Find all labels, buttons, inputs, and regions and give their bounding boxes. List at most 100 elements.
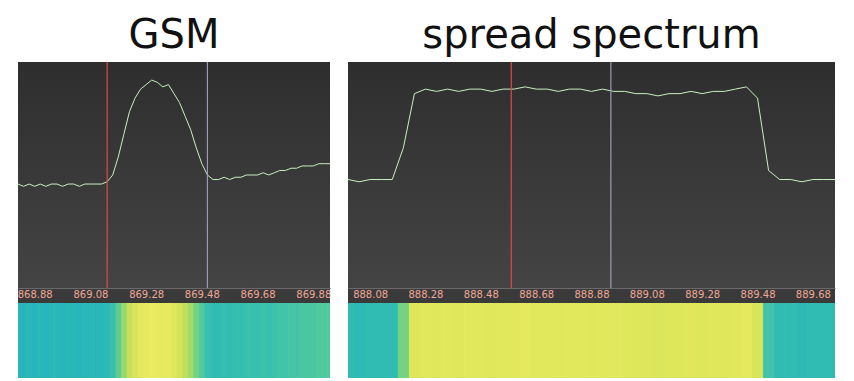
tick: 869.28 xyxy=(129,288,164,300)
waterfall-column xyxy=(796,303,808,378)
waterfall-column xyxy=(238,303,244,378)
waterfall-column xyxy=(752,303,764,378)
tick: 869.88 xyxy=(296,288,331,300)
waterfall-column xyxy=(132,303,138,378)
panel: 868.88869.08869.28869.48869.68869.88GSM xyxy=(18,11,332,378)
tick-label: 889.08 xyxy=(630,289,665,300)
tick: 869.68 xyxy=(241,288,276,300)
waterfall-column xyxy=(149,303,155,378)
figure: 868.88869.08869.28869.48869.68869.88GSM8… xyxy=(0,0,854,381)
waterfall-column xyxy=(244,303,250,378)
waterfall-column xyxy=(741,303,753,378)
cursor-line xyxy=(207,62,208,288)
waterfall-column xyxy=(54,303,60,378)
waterfall-column xyxy=(376,303,388,378)
plot-background xyxy=(18,62,330,288)
waterfall-column xyxy=(453,303,465,378)
waterfall-column xyxy=(93,303,99,378)
waterfall-column xyxy=(586,303,598,378)
tick-label: 869.28 xyxy=(129,289,164,300)
waterfall-column xyxy=(442,303,454,378)
waterfall-column xyxy=(531,303,543,378)
waterfall-column xyxy=(32,303,38,378)
waterfall-column xyxy=(260,303,266,378)
waterfall-column xyxy=(327,303,330,378)
waterfall-column xyxy=(216,303,222,378)
waterfall-column xyxy=(663,303,675,378)
axis-strip xyxy=(18,288,330,303)
tick-label: 869.88 xyxy=(296,289,331,300)
tick: 868.88 xyxy=(18,288,53,300)
waterfall-column xyxy=(608,303,620,378)
tick-label: 888.28 xyxy=(408,289,443,300)
waterfall-column xyxy=(807,303,819,378)
waterfall-column xyxy=(641,303,653,378)
waterfall-column xyxy=(155,303,161,378)
waterfall-column xyxy=(542,303,554,378)
x-axis: 888.08888.28888.48888.68888.88889.08889.… xyxy=(349,288,836,300)
waterfall-column xyxy=(763,303,775,378)
waterfall-column xyxy=(99,303,105,378)
cursor-line xyxy=(511,62,512,288)
waterfall-column xyxy=(354,303,366,378)
waterfall-column xyxy=(619,303,631,378)
waterfall-column xyxy=(630,303,642,378)
waterfall-column xyxy=(227,303,233,378)
waterfall xyxy=(348,303,835,378)
tick-label: 868.88 xyxy=(18,289,53,300)
waterfall-column xyxy=(597,303,609,378)
waterfall-column xyxy=(686,303,698,378)
waterfall-column xyxy=(294,303,300,378)
tick-label: 888.08 xyxy=(353,289,388,300)
waterfall-column xyxy=(199,303,205,378)
waterfall-column xyxy=(785,303,797,378)
waterfall-column xyxy=(88,303,94,378)
waterfall-column xyxy=(272,303,278,378)
waterfall-column xyxy=(266,303,272,378)
waterfall-column xyxy=(249,303,255,378)
tick-label: 869.68 xyxy=(241,289,276,300)
waterfall-column xyxy=(43,303,49,378)
tick: 888.48 xyxy=(464,288,499,300)
waterfall-column xyxy=(21,303,27,378)
tick-label: 869.48 xyxy=(185,289,220,300)
plot-background xyxy=(348,62,835,288)
waterfall-column xyxy=(818,303,830,378)
waterfall-column xyxy=(205,303,211,378)
panel-title: spread spectrum xyxy=(422,11,760,57)
waterfall-column xyxy=(288,303,294,378)
waterfall-column xyxy=(233,303,239,378)
waterfall-column xyxy=(697,303,709,378)
waterfall-column xyxy=(719,303,731,378)
waterfall-column xyxy=(652,303,664,378)
waterfall-column xyxy=(138,303,144,378)
waterfall-column xyxy=(38,303,44,378)
waterfall-column xyxy=(508,303,520,378)
tick-label: 889.68 xyxy=(796,289,831,300)
waterfall-column xyxy=(116,303,122,378)
tick: 889.68 xyxy=(796,288,831,300)
tick: 888.68 xyxy=(519,288,554,300)
marks xyxy=(348,62,835,378)
waterfall-column xyxy=(520,303,532,378)
waterfall-column xyxy=(210,303,216,378)
waterfall-column xyxy=(409,303,421,378)
waterfall-column xyxy=(166,303,172,378)
waterfall-column xyxy=(398,303,410,378)
waterfall-column xyxy=(188,303,194,378)
waterfall-column xyxy=(177,303,183,378)
spectrum-trace xyxy=(18,80,330,186)
waterfall-column xyxy=(708,303,720,378)
waterfall-column xyxy=(829,303,835,378)
tick-label: 888.48 xyxy=(464,289,499,300)
tick-label: 869.08 xyxy=(73,289,108,300)
waterfall-column xyxy=(127,303,133,378)
waterfall-column xyxy=(160,303,166,378)
waterfall-column xyxy=(575,303,587,378)
waterfall-column xyxy=(49,303,55,378)
waterfall-column xyxy=(26,303,32,378)
waterfall-column xyxy=(730,303,742,378)
tick: 869.48 xyxy=(185,288,220,300)
waterfall-column xyxy=(104,303,110,378)
waterfall-column xyxy=(194,303,200,378)
